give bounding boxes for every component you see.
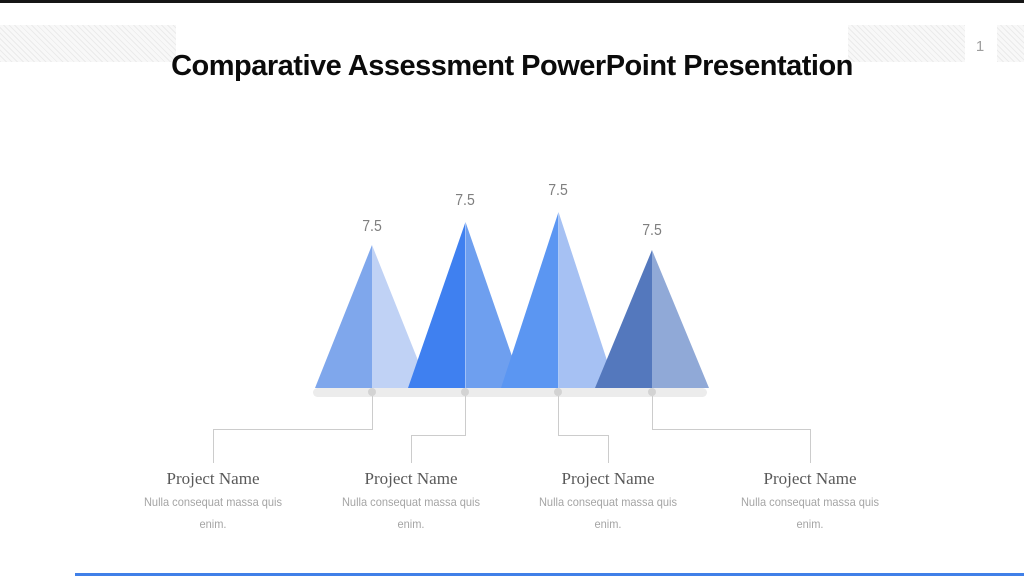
triangle-4 <box>595 250 709 388</box>
triangle-3 <box>501 212 616 388</box>
connector-3-horizontal <box>558 435 609 436</box>
project-description-line1: Nulla consequat massa quis <box>740 495 880 509</box>
bottom-accent-bar <box>75 573 1024 576</box>
connector-2-horizontal <box>411 435 466 436</box>
project-label-4: Project Name Nulla consequat massa quis … <box>715 469 905 531</box>
project-description-line2: enim. <box>199 517 227 531</box>
project-description-line1: Nulla consequat massa quis <box>538 495 678 509</box>
decorative-hatch-right-edge <box>997 25 1024 62</box>
axis-dot-2 <box>461 388 469 396</box>
project-label-3: Project Name Nulla consequat massa quis … <box>513 469 703 531</box>
connector-1-drop <box>372 396 373 429</box>
project-description-line2: enim. <box>796 517 824 531</box>
slide-title: Comparative Assessment PowerPoint Presen… <box>171 50 853 82</box>
project-label-1: Project Name Nulla consequat massa quis … <box>118 469 308 531</box>
connector-4-horizontal <box>652 429 811 430</box>
connector-2-drop <box>465 396 466 435</box>
project-name: Project Name <box>763 469 857 488</box>
triangle-4-left-face <box>595 250 652 388</box>
project-name: Project Name <box>166 469 260 488</box>
project-description-line1: Nulla consequat massa quis <box>143 495 283 509</box>
value-label-4: 7.5 <box>642 222 662 239</box>
axis-dot-3 <box>554 388 562 396</box>
connector-4-tail <box>810 429 811 463</box>
connector-1-tail <box>213 429 214 463</box>
connector-4-drop <box>652 396 653 429</box>
project-description-line2: enim. <box>594 517 622 531</box>
triangle-4-right-face <box>652 250 709 388</box>
page-number: 1 <box>975 38 985 55</box>
chart-baseline-track <box>313 388 707 397</box>
connector-3-tail <box>608 435 609 463</box>
triangle-1-left-face <box>315 245 372 388</box>
project-name: Project Name <box>364 469 458 488</box>
decorative-hatch-right <box>848 25 965 62</box>
project-description-line1: Nulla consequat massa quis <box>341 495 481 509</box>
project-label-2: Project Name Nulla consequat massa quis … <box>316 469 506 531</box>
triangle-2-left-face <box>408 222 466 388</box>
connector-1-horizontal <box>213 429 373 430</box>
project-name: Project Name <box>561 469 655 488</box>
axis-dot-4 <box>648 388 656 396</box>
project-description-line2: enim. <box>397 517 425 531</box>
triangle-1 <box>315 245 429 388</box>
decorative-hatch-left <box>0 25 176 62</box>
axis-dot-1 <box>368 388 376 396</box>
triangle-3-left-face <box>501 212 559 388</box>
value-label-1: 7.5 <box>362 218 382 235</box>
value-label-3: 7.5 <box>548 182 568 199</box>
top-border-bar <box>0 0 1024 3</box>
value-label-2: 7.5 <box>455 192 475 209</box>
connector-3-drop <box>558 396 559 435</box>
connector-2-tail <box>411 435 412 463</box>
